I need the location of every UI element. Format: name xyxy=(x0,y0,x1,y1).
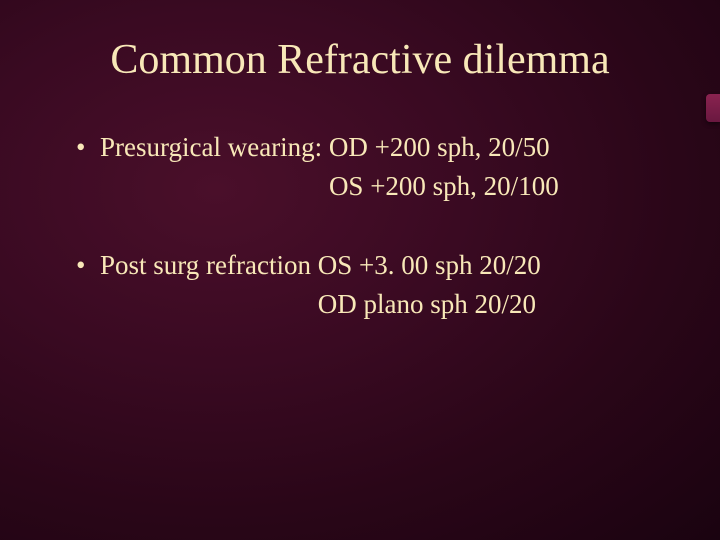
bullet-1-lead-text: Presurgical wearing: OD +200 sph, 20/50 xyxy=(100,132,550,162)
slide-container: Common Refractive dilemma Presurgical we… xyxy=(0,0,720,540)
bullet-2-lead-text: Post surg refraction OS +3. 00 sph 20/20 xyxy=(100,250,541,280)
bullet-block-1: Presurgical wearing: OD +200 sph, 20/50 … xyxy=(76,128,672,206)
slide-title: Common Refractive dilemma xyxy=(48,36,672,84)
bullet-1-line-2: Presurgical wearing: OS +200 sph, 20/100 xyxy=(76,167,672,206)
bullet-block-2: Post surg refraction OS +3. 00 sph 20/20… xyxy=(76,246,672,324)
accent-decoration xyxy=(706,94,720,122)
bullet-1-line-1: Presurgical wearing: OD +200 sph, 20/50 xyxy=(76,128,672,167)
bullet-2-cont-text: OD plano sph 20/20 xyxy=(318,289,536,319)
slide-body: Presurgical wearing: OD +200 sph, 20/50 … xyxy=(48,128,672,325)
bullet-2-line-1: Post surg refraction OS +3. 00 sph 20/20 xyxy=(76,246,672,285)
bullet-1-cont-text: OS +200 sph, 20/100 xyxy=(329,171,559,201)
bullet-2-line-2: Post surg refraction OD plano sph 20/20 xyxy=(76,285,672,324)
